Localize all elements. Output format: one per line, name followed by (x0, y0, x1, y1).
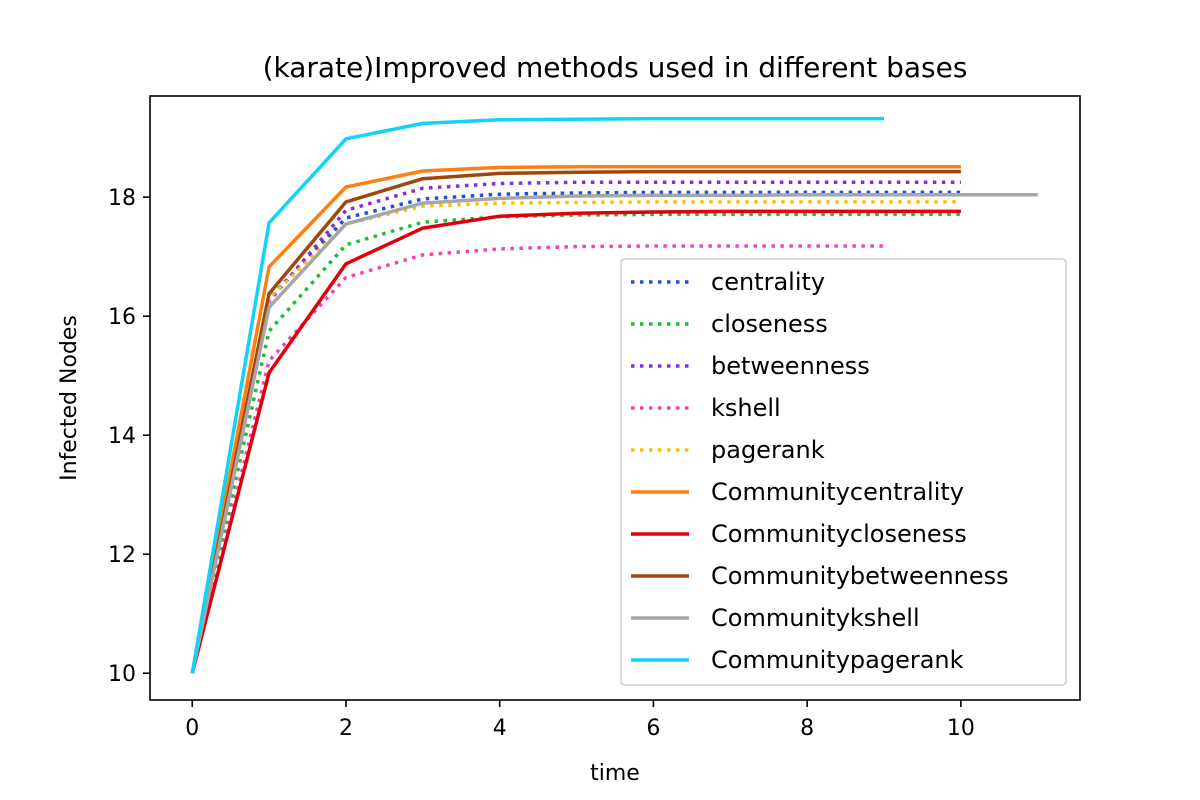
legend-label-centrality: centrality (711, 268, 825, 296)
legend-label-kshell: kshell (711, 394, 781, 422)
x-tick-label: 2 (339, 716, 353, 741)
chart-title: (karate)Improved methods used in differe… (263, 51, 968, 84)
legend-label-pagerank: pagerank (711, 436, 825, 464)
plot-frame (149, 95, 1081, 701)
x-tick-label: 4 (493, 716, 507, 741)
y-axis-label: Infected Nodes (57, 315, 82, 481)
legend-box (620, 258, 1067, 686)
series-line-closeness (190, 212, 961, 674)
series-layer (190, 116, 1038, 674)
series-line-Communitypagerank (190, 116, 884, 674)
legend-label-Communitypagerank: Communitypagerank (711, 646, 964, 674)
y-tick-label: 12 (108, 543, 136, 568)
series-line-centrality (190, 190, 961, 674)
legend-label-closeness: closeness (711, 310, 828, 338)
legend-label-Communitykshell: Communitykshell (711, 604, 920, 632)
legend: centrality closeness betweenness kshell page… (620, 258, 1067, 686)
series-line-Communitybetweenness (190, 169, 961, 674)
series-line-Communitycloseness (190, 209, 961, 674)
x-tick-label: 10 (947, 716, 975, 741)
legend-label-Communitybetweenness: Communitybetweenness (711, 562, 1009, 590)
legend-label-betweenness: betweenness (711, 352, 870, 380)
y-tick-label: 10 (108, 662, 136, 687)
x-axis-label: time (590, 761, 640, 786)
series-line-betweenness (190, 180, 961, 674)
x-tick-label: 0 (185, 716, 199, 741)
axes-layer: 0 2 4 6 8 10 10 12 14 16 18 (108, 95, 1081, 741)
x-tick-label: 6 (646, 716, 660, 741)
series-line-Communitycentrality (190, 165, 961, 674)
y-tick-label: 14 (108, 424, 136, 449)
x-tick-label: 8 (800, 716, 814, 741)
series-line-Communitykshell (190, 193, 1038, 674)
y-tick-label: 16 (108, 305, 136, 330)
y-tick-label: 18 (108, 186, 136, 211)
legend-label-Communitycentrality: Communitycentrality (711, 478, 964, 506)
legend-label-Communitycloseness: Communitycloseness (711, 520, 967, 548)
series-line-pagerank (190, 200, 961, 674)
